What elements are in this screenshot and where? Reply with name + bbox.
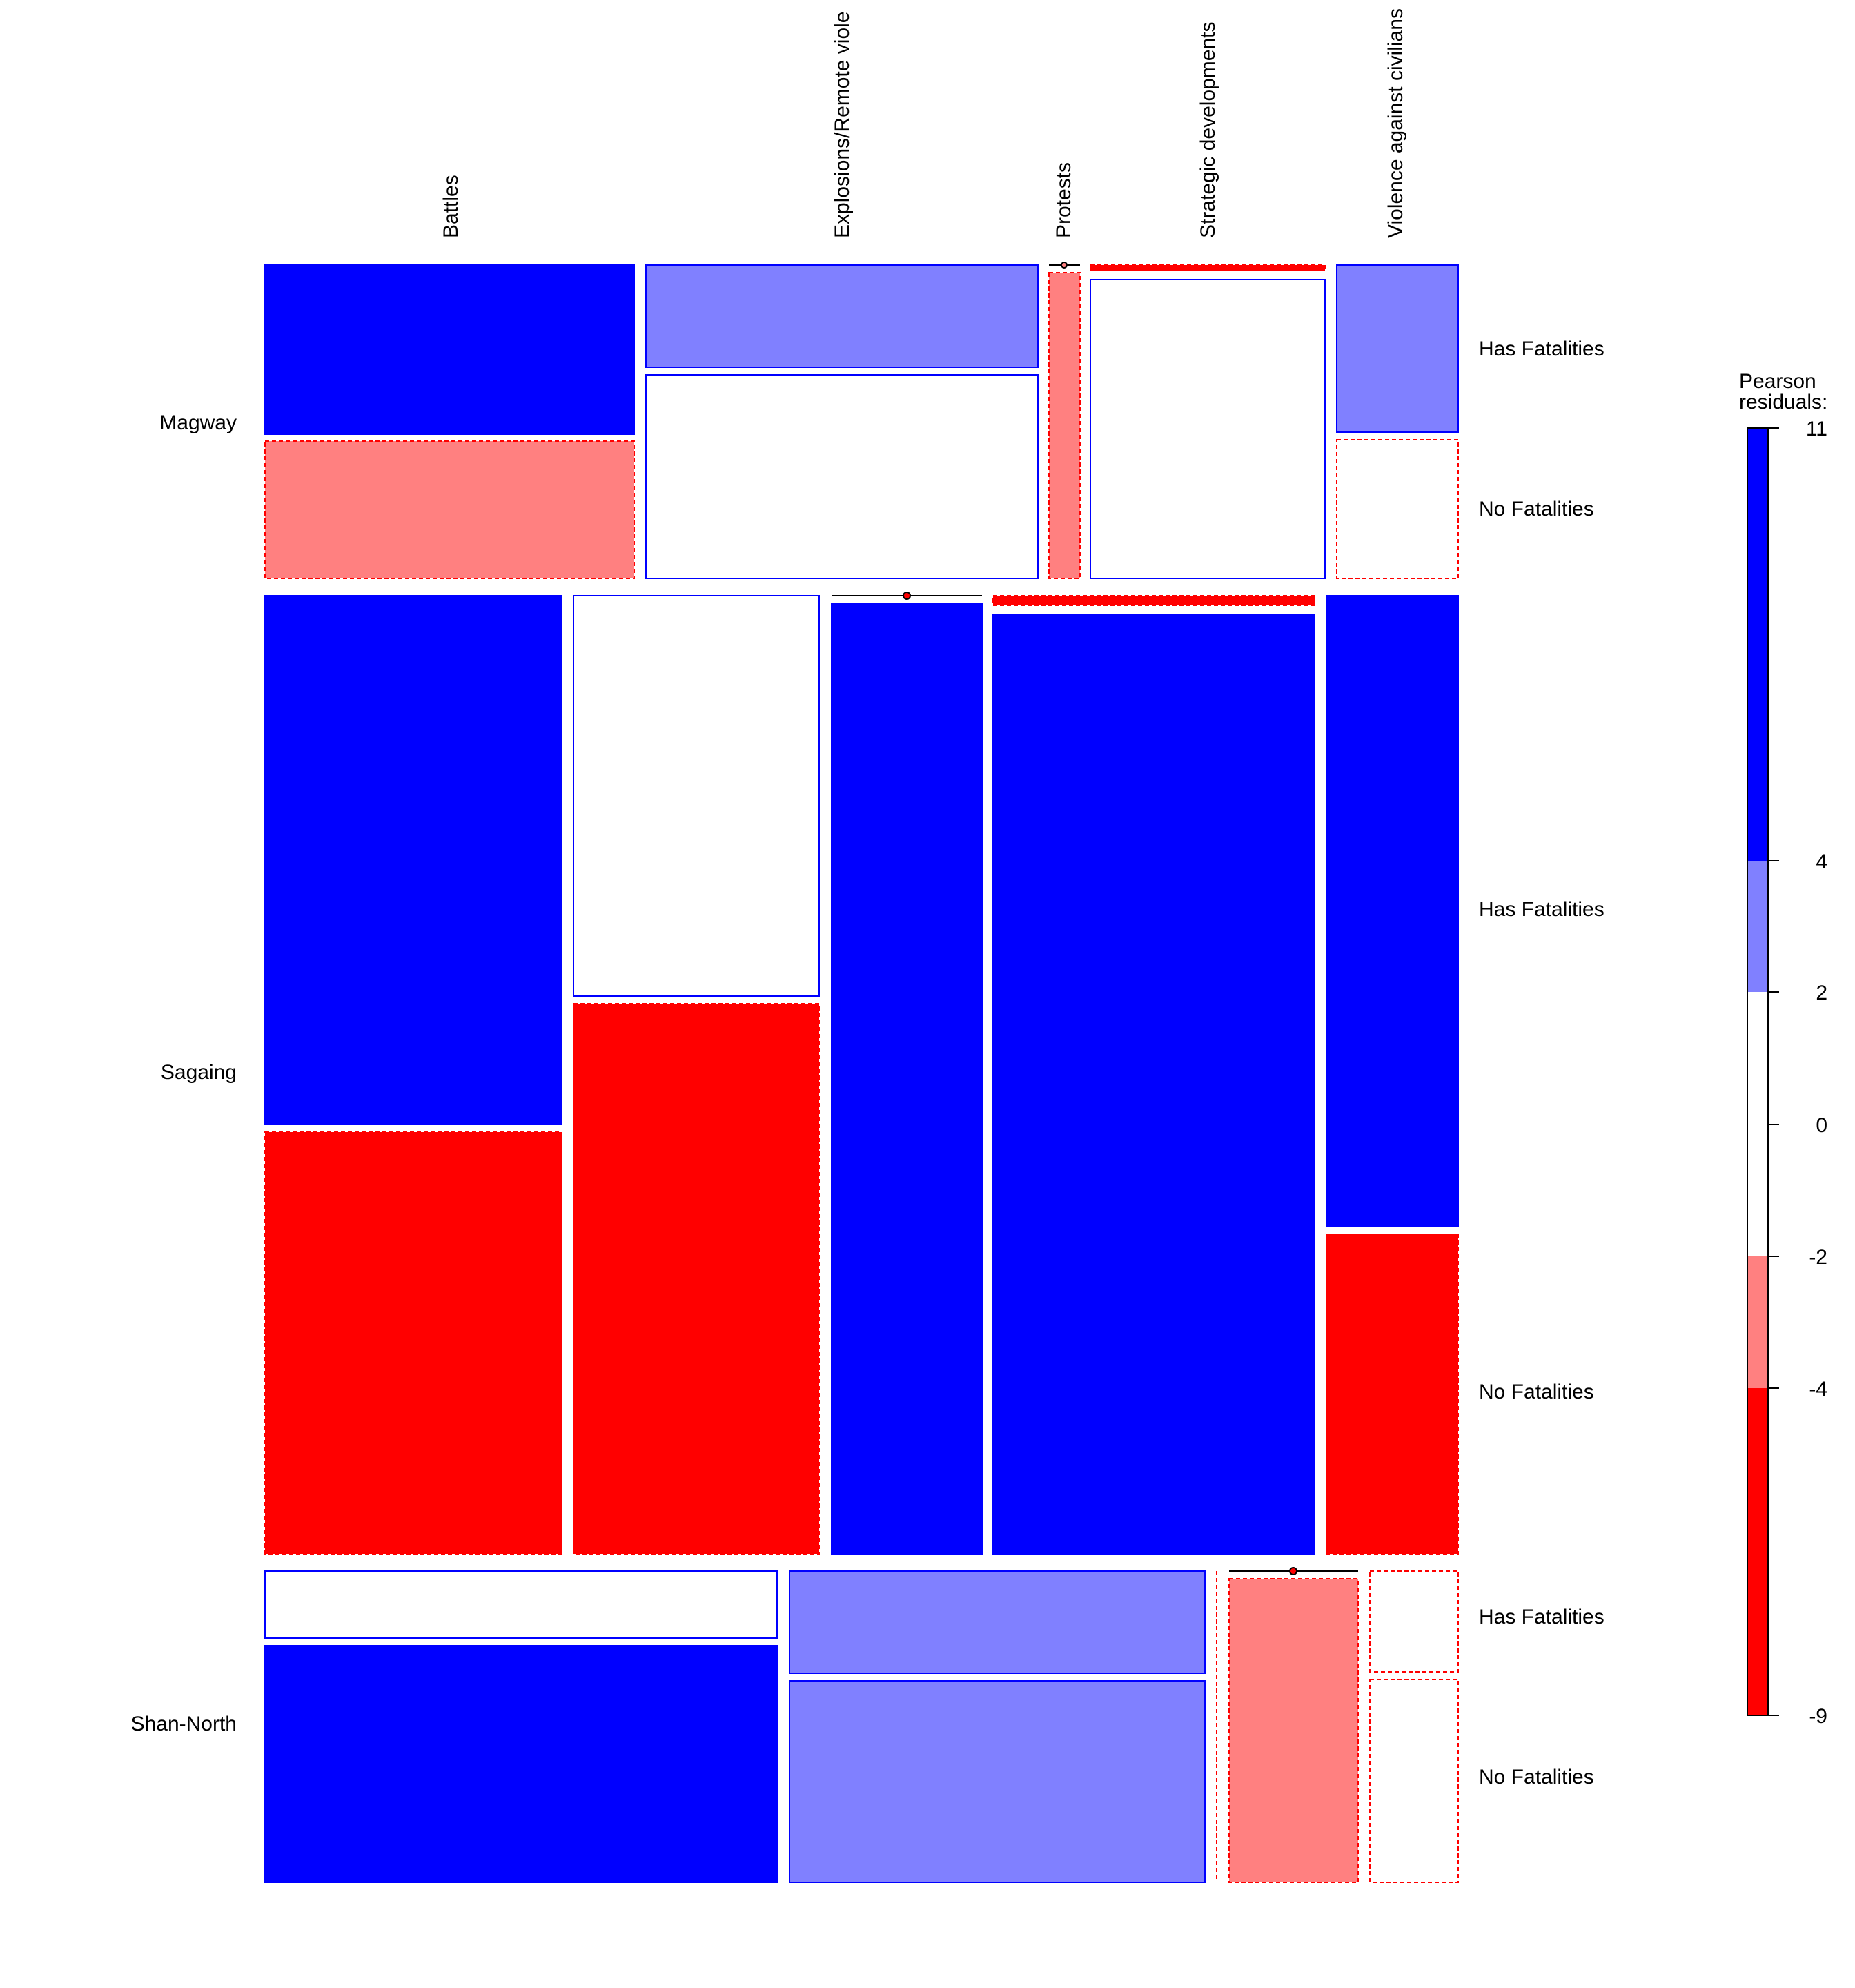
- legend-title-line-2: residuals:: [1739, 391, 1827, 413]
- cell-shan-north-explosions-has: [789, 1570, 1206, 1674]
- legend-tick-label-4: 4: [1816, 850, 1827, 873]
- fatality-label-shan-north-has: Has Fatalities: [1479, 1606, 1604, 1628]
- legend-tick-label-11: 11: [1806, 418, 1827, 440]
- cell-shan-north-strategic-no: [1228, 1578, 1359, 1883]
- cell-shan-north-battles-has: [264, 1570, 778, 1639]
- column-label-violence-against-civilians: Violence against civilians: [1384, 8, 1407, 238]
- cell-sagaing-violence-no: [1326, 1234, 1459, 1555]
- legend-band-positive: [1747, 861, 1768, 992]
- legend-band-neutral: [1747, 992, 1768, 1256]
- legend-band-strong-positive: [1747, 428, 1768, 861]
- legend-title-line-1: Pearson: [1739, 370, 1816, 393]
- cell-sagaing-strategic-no: [992, 614, 1315, 1555]
- cell-magway-strategic-no: [1090, 279, 1326, 579]
- mosaic-cells: [264, 262, 1459, 1883]
- cell-sagaing-violence-has: [1326, 595, 1459, 1227]
- cell-sagaing-explosions-has: [573, 595, 820, 997]
- cell-shan-north-violence-no: [1369, 1679, 1459, 1883]
- cell-shan-north-battles-no: [264, 1645, 778, 1883]
- legend-tick-label-0: 0: [1816, 1114, 1827, 1137]
- legend: Pearson residuals: 11 4 2 0 -2 -4 -9: [1739, 370, 1827, 1728]
- column-label-battles: Battles: [440, 175, 462, 238]
- cell-magway-strategic-has: [1090, 264, 1326, 271]
- fatality-label-magway-no: No Fatalities: [1479, 498, 1594, 520]
- fatality-label-sagaing-no: No Fatalities: [1479, 1381, 1594, 1403]
- cell-sagaing-explosions-no: [573, 1003, 820, 1555]
- cell-shan-north-strategic-has-zero-marker: [1289, 1567, 1297, 1575]
- cell-shan-north-violence-has: [1369, 1570, 1459, 1673]
- fatality-label-magway-has: Has Fatalities: [1479, 338, 1604, 360]
- cell-sagaing-protests-has-zero-marker: [903, 592, 911, 600]
- row-label-shan-north: Shan-North: [131, 1713, 237, 1735]
- legend-band-negative: [1747, 1256, 1768, 1388]
- cell-sagaing-strategic-has: [992, 595, 1315, 606]
- fatality-label-shan-north-no: No Fatalities: [1479, 1766, 1594, 1789]
- row-label-sagaing: Sagaing: [161, 1061, 237, 1084]
- cell-magway-battles-has: [264, 264, 635, 435]
- column-label-strategic-developments: Strategic developments: [1197, 21, 1219, 238]
- cell-sagaing-battles-has: [264, 595, 562, 1125]
- row-label-magway: Magway: [159, 411, 237, 434]
- legend-tick-label-2: 2: [1816, 982, 1827, 1004]
- cell-magway-explosions-has: [645, 264, 1039, 368]
- column-label-protests: Protests: [1052, 162, 1075, 238]
- cell-shan-north-explosions-no: [789, 1680, 1206, 1883]
- legend-frame: [1747, 427, 1769, 1716]
- cell-magway-protests-has-zero-marker: [1061, 262, 1068, 269]
- legend-band-strong-negative: [1747, 1388, 1768, 1715]
- cell-magway-violence-has: [1336, 264, 1459, 433]
- fatality-label-sagaing-has: Has Fatalities: [1479, 898, 1604, 921]
- legend-tick-label-minus2: -2: [1809, 1246, 1827, 1269]
- legend-tick-label-minus9: -9: [1809, 1705, 1827, 1728]
- cell-sagaing-battles-no: [264, 1131, 562, 1555]
- cell-sagaing-protests-no: [831, 603, 983, 1555]
- legend-tick-label-minus4: -4: [1809, 1378, 1827, 1401]
- cell-magway-explosions-no: [645, 374, 1039, 579]
- cell-magway-protests-no: [1048, 272, 1081, 579]
- cell-magway-battles-no: [264, 440, 635, 579]
- column-label-explosions: Explosions/Remote viole: [831, 12, 854, 239]
- cell-magway-violence-no: [1336, 439, 1459, 579]
